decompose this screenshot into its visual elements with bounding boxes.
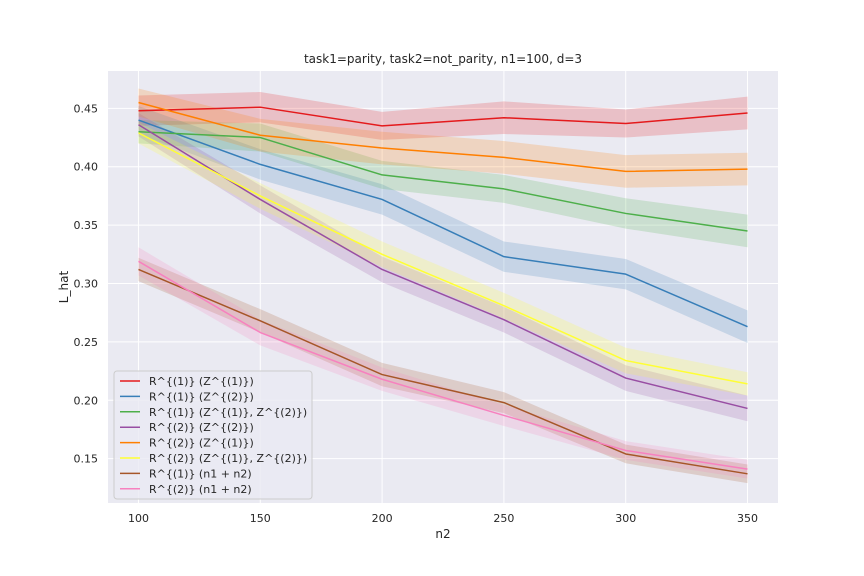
y-tick-labels: 0.15 0.20 0.25 0.30 0.35 0.40 0.45 bbox=[74, 102, 99, 465]
series-line-6 bbox=[138, 132, 748, 385]
legend-label: R^{(1)} (Z^{(1)}) bbox=[149, 375, 254, 388]
y-tick-label: 0.35 bbox=[74, 219, 99, 232]
confidence-band-1 bbox=[138, 92, 748, 140]
series-line-1 bbox=[138, 106, 748, 127]
legend-label: R^{(1)} (Z^{(1)}, Z^{(2)}) bbox=[149, 406, 307, 419]
x-tick-label: 300 bbox=[615, 512, 636, 525]
series-line-8 bbox=[138, 260, 748, 470]
y-tick-label: 0.30 bbox=[74, 277, 99, 290]
series-lines bbox=[138, 101, 748, 475]
y-tick-label: 0.15 bbox=[74, 453, 99, 466]
y-axis-label: L_hat bbox=[57, 271, 71, 304]
series-line-5 bbox=[138, 101, 748, 173]
confidence-band-3 bbox=[138, 120, 748, 248]
legend: R^{(1)} (Z^{(1)}) R^{(1)} (Z^{(2)}) R^{(1)… bbox=[113, 370, 313, 500]
series-line-7 bbox=[138, 268, 748, 475]
x-axis-label: n2 bbox=[435, 527, 450, 541]
x-tick-label: 350 bbox=[737, 512, 758, 525]
confidence-band-6 bbox=[138, 122, 748, 396]
y-tick-label: 0.45 bbox=[74, 102, 99, 115]
legend-label: R^{(2)} (Z^{(1)}, Z^{(2)}) bbox=[149, 452, 307, 465]
confidence-band-5 bbox=[138, 88, 748, 188]
series-line-3 bbox=[138, 130, 748, 232]
series-line-4 bbox=[138, 124, 748, 410]
x-tick-label: 200 bbox=[372, 512, 393, 525]
x-tick-label: 150 bbox=[250, 512, 271, 525]
legend-label: R^{(2)} (n1 + n2) bbox=[149, 483, 252, 496]
x-tick-label: 100 bbox=[128, 512, 149, 525]
confidence-bands bbox=[138, 88, 748, 484]
series-line-2 bbox=[138, 119, 748, 328]
legend-label: R^{(1)} (n1 + n2) bbox=[149, 467, 252, 480]
y-tick-label: 0.40 bbox=[74, 161, 99, 174]
x-tick-label: 250 bbox=[493, 512, 514, 525]
legend-label: R^{(2)} (Z^{(2)}) bbox=[149, 421, 254, 434]
x-tick-labels: 100 150 200 250 300 350 bbox=[128, 512, 758, 525]
legend-label: R^{(2)} (Z^{(1)}) bbox=[149, 437, 254, 450]
chart-title: task1=parity, task2=not_parity, n1=100, … bbox=[304, 52, 582, 66]
legend-label: R^{(1)} (Z^{(2)}) bbox=[149, 390, 254, 403]
y-tick-label: 0.20 bbox=[74, 394, 99, 407]
y-tick-label: 0.25 bbox=[74, 336, 99, 349]
confidence-band-4 bbox=[138, 113, 748, 422]
confidence-band-2 bbox=[138, 106, 748, 344]
confidence-band-8 bbox=[138, 247, 748, 479]
confidence-band-7 bbox=[138, 257, 748, 484]
legend-box bbox=[113, 370, 313, 500]
